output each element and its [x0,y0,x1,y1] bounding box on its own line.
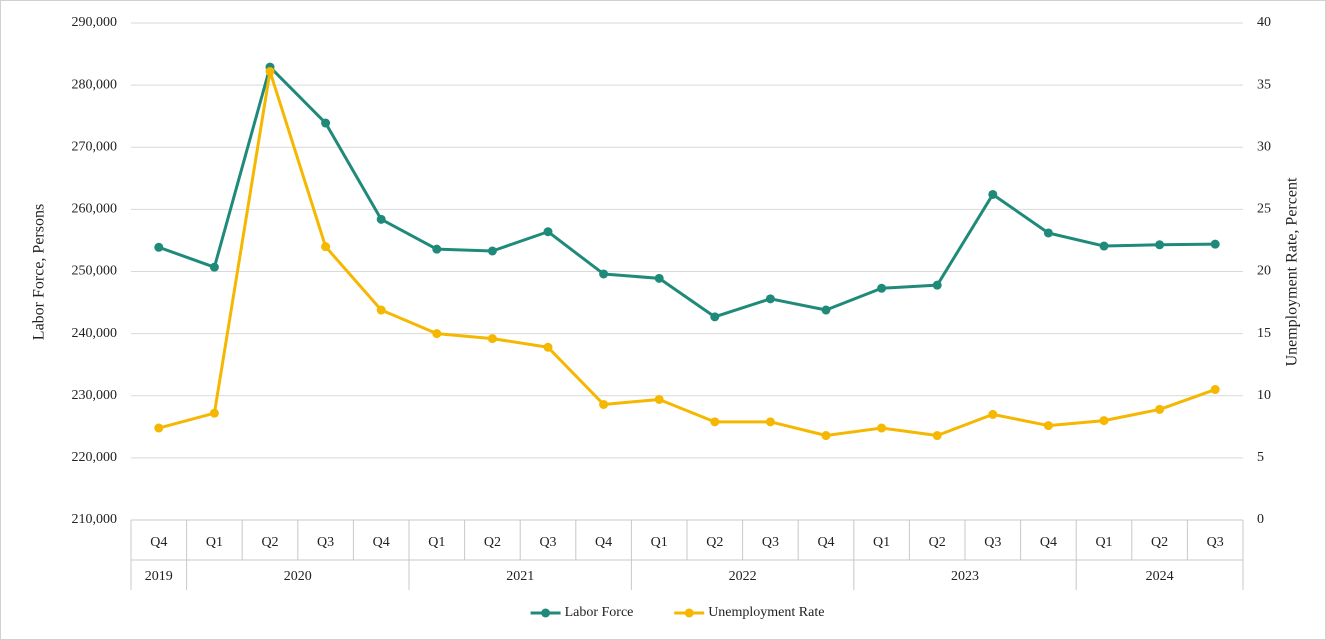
x-tick-label: Q2 [1151,535,1168,550]
data-point [543,342,553,352]
data-point [1099,241,1109,251]
x-tick-label: Q4 [150,535,167,550]
y-tick-label: 250,000 [72,264,118,279]
x-tick-label: Q4 [817,535,834,550]
x-group-label: 2022 [729,569,757,584]
legend-label: Unemployment Rate [708,605,824,620]
data-point [1043,421,1053,431]
data-point [376,214,386,224]
x-tick-label: Q3 [539,535,556,550]
legend-label: Labor Force [565,605,634,620]
series-line [158,69,1216,438]
y-tick-label: 220,000 [72,450,118,465]
y-tick-label: 240,000 [72,326,118,341]
y-axis-title: Labor Force, Persons [31,204,48,340]
data-point [988,189,998,199]
data-point [543,227,553,237]
y2-tick-label: 10 [1257,388,1271,403]
x-tick-label: Q2 [484,535,501,550]
data-point [654,273,664,283]
x-tick-label: Q2 [706,535,723,550]
y2-tick-label: 20 [1257,264,1271,279]
data-point [932,280,942,290]
y2-tick-label: 35 [1257,77,1271,92]
x-tick-label: Q2 [261,535,278,550]
data-point [376,305,386,315]
x-tick-label: Q4 [373,535,390,550]
x-tick-label: Q3 [1207,535,1224,550]
data-point [1155,404,1165,414]
data-point [154,423,164,433]
y-tick-label: 280,000 [72,77,118,92]
y2-tick-label: 30 [1257,139,1271,154]
data-point [487,334,497,344]
data-point [1043,228,1053,238]
y-tick-label: 230,000 [72,388,118,403]
data-point [209,408,219,418]
data-point [154,242,164,252]
data-point [765,294,775,304]
x-tick-label: Q1 [428,535,445,550]
data-point [654,394,664,404]
data-point [988,409,998,419]
data-point [710,312,720,322]
legend-swatch-marker [541,608,551,618]
y-tick-label: 260,000 [72,202,118,217]
y2-tick-label: 25 [1257,202,1271,217]
data-point [932,431,942,441]
data-point [1210,239,1220,249]
data-point [209,262,219,272]
series-line [158,65,1216,319]
data-point [432,244,442,254]
x-tick-label: Q3 [317,535,334,550]
x-group-label: 2019 [145,569,173,584]
data-point [321,118,331,128]
data-point [599,269,609,279]
legend-swatch-marker [684,608,694,618]
data-point [710,417,720,427]
y2-axis-title: Unemployment Rate, Percent [1284,177,1301,366]
data-point [1155,240,1165,250]
x-group-label: 2024 [1146,569,1174,584]
data-point [321,242,331,252]
x-group-label: 2020 [284,569,312,584]
y2-tick-label: 40 [1257,15,1271,30]
data-point [265,66,275,76]
y-tick-label: 270,000 [72,139,118,154]
data-point [821,431,831,441]
x-tick-label: Q4 [1040,535,1057,550]
x-tick-label: Q1 [206,535,223,550]
data-point [599,399,609,409]
y2-tick-label: 5 [1257,450,1264,465]
x-tick-label: Q1 [873,535,890,550]
data-point [432,329,442,339]
data-point [487,246,497,256]
y-tick-label: 290,000 [72,15,118,30]
y-tick-label: 210,000 [72,512,118,527]
x-tick-label: Q3 [984,535,1001,550]
data-point [765,417,775,427]
data-point [877,423,887,433]
x-tick-label: Q1 [651,535,668,550]
data-point [821,305,831,315]
data-point [1210,385,1220,395]
data-point [1099,416,1109,426]
y2-tick-label: 0 [1257,512,1264,527]
x-group-label: 2021 [506,569,534,584]
x-tick-label: Q3 [762,535,779,550]
data-point [877,283,887,293]
x-tick-label: Q1 [1095,535,1112,550]
y2-tick-label: 15 [1257,326,1271,341]
x-tick-label: Q4 [595,535,612,550]
x-tick-label: Q2 [929,535,946,550]
x-group-label: 2023 [951,569,979,584]
